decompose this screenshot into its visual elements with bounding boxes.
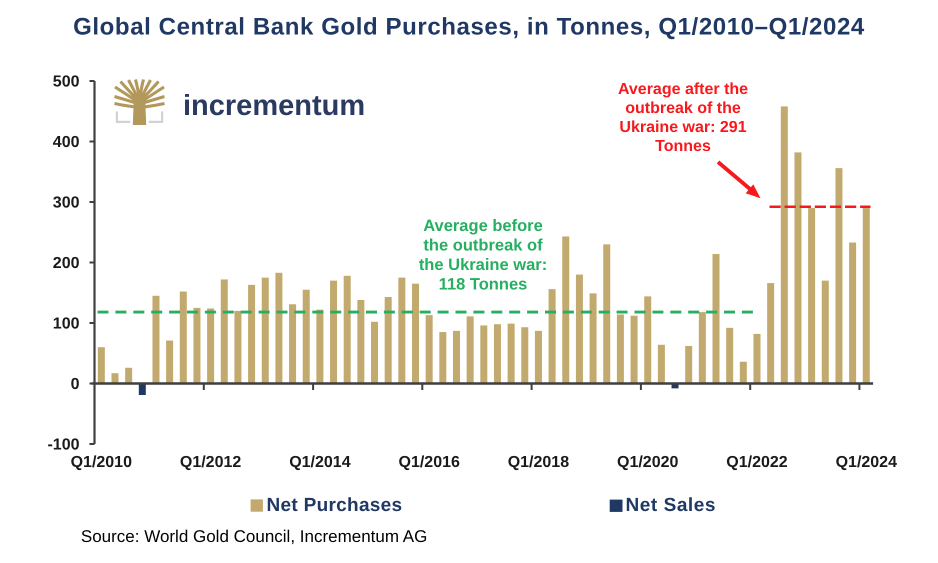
svg-text:outbreak of the: outbreak of the [625, 100, 741, 117]
svg-text:Q1/2024: Q1/2024 [836, 454, 897, 471]
svg-text:100: 100 [53, 316, 80, 333]
svg-text:Q1/2014: Q1/2014 [289, 454, 350, 471]
svg-text:Tonnes: Tonnes [655, 138, 711, 155]
svg-text:the Ukraine war:: the Ukraine war: [419, 256, 547, 274]
svg-text:Q1/2010: Q1/2010 [71, 454, 132, 471]
svg-text:200: 200 [53, 255, 80, 272]
svg-text:the outbreak of: the outbreak of [423, 237, 543, 255]
svg-text:500: 500 [53, 74, 80, 91]
svg-text:0: 0 [71, 376, 80, 393]
svg-text:300: 300 [53, 195, 80, 212]
svg-text:Q1/2020: Q1/2020 [617, 454, 678, 471]
svg-text:Net Purchases: Net Purchases [267, 495, 403, 516]
svg-text:118 Tonnes: 118 Tonnes [439, 276, 528, 294]
svg-text:Source: World Gold Council, In: Source: World Gold Council, Incrementum … [81, 527, 427, 546]
svg-text:Average after the: Average after the [618, 81, 748, 98]
svg-text:Ukraine war: 291: Ukraine war: 291 [619, 119, 746, 136]
svg-text:Net Sales: Net Sales [626, 495, 717, 516]
svg-text:Average before: Average before [423, 217, 543, 235]
svg-text:400: 400 [53, 134, 80, 151]
svg-text:Q1/2012: Q1/2012 [180, 454, 241, 471]
svg-text:Q1/2016: Q1/2016 [399, 454, 460, 471]
svg-text:incrementum: incrementum [183, 90, 365, 122]
svg-text:Global Central Bank Gold Purch: Global Central Bank Gold Purchases, in T… [73, 14, 865, 41]
svg-text:Q1/2018: Q1/2018 [508, 454, 569, 471]
svg-text:Q1/2022: Q1/2022 [726, 454, 787, 471]
svg-text:-100: -100 [47, 437, 79, 454]
